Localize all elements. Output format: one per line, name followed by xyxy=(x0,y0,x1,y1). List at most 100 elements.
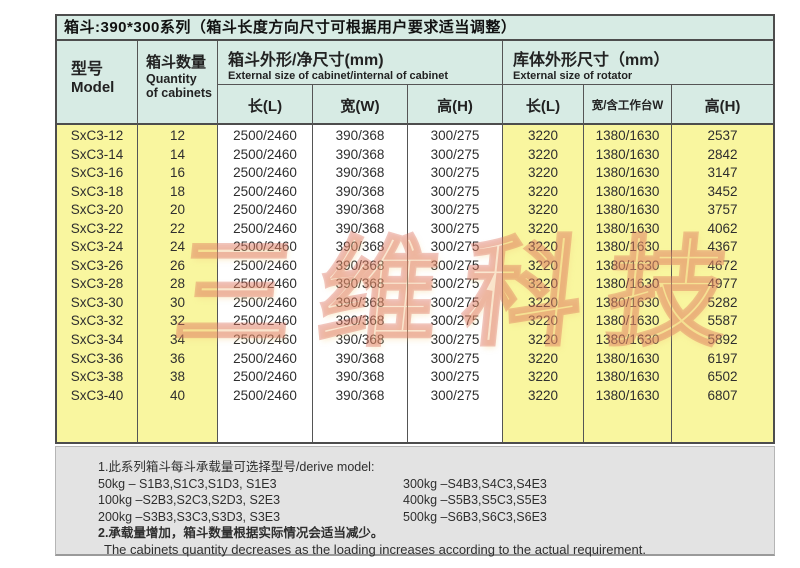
col-group-cabinet-size: 箱斗外形/净尺寸(mm) External size of cabinet/in… xyxy=(218,41,503,85)
table-cell-r_len: 3220 xyxy=(527,239,559,255)
table-cell-c_h: 300/275 xyxy=(430,276,480,292)
table-cell-r_w: 1380/1630 xyxy=(595,387,660,403)
table-cell-model: SxC3-36 xyxy=(70,350,124,366)
table-cell-c_h: 300/275 xyxy=(430,128,480,143)
note-option: 200kg –S3B3,S3C3,S3D3, S3E3 xyxy=(98,509,281,524)
table-cell-qty: 40 xyxy=(169,387,186,403)
col-header-rotator-height: 高(H) xyxy=(704,97,741,115)
table-cell-model: SxC3-32 xyxy=(70,313,124,329)
table-cell-r_h: 5282 xyxy=(707,294,738,310)
col-header-model: 型号 Model xyxy=(57,41,138,125)
table-cell-c_h: 300/275 xyxy=(430,313,480,329)
table-cell-c_w: 390/368 xyxy=(335,239,385,255)
table-cell-r_h: 6502 xyxy=(707,369,738,385)
table-cell-model: SxC3-14 xyxy=(70,146,124,162)
table-cell-r_w: 1380/1630 xyxy=(595,128,660,143)
table-cell-r_h: 6807 xyxy=(707,387,738,403)
table-cell-c_len: 2500/2460 xyxy=(233,128,297,143)
table-cell-c_len: 2500/2460 xyxy=(233,332,297,348)
column-rotator-length: 3220 3220 3220 3220 3220 3220 3220 3220 3220 3220… xyxy=(503,125,584,442)
table-cell-c_len: 2500/2460 xyxy=(233,276,297,292)
column-cabinet-width: 390/368 390/368 390/368 390/368 390/368 390/3… xyxy=(313,125,408,442)
table-cell-r_h: 6197 xyxy=(707,350,738,366)
col-group-cabinet-size-en: External size of cabinet/internal of cab… xyxy=(228,70,449,82)
table-cell-c_w: 390/368 xyxy=(335,128,385,143)
table-cell-qty: 20 xyxy=(169,202,186,218)
table-cell-r_w: 1380/1630 xyxy=(595,294,660,310)
table-cell-model: SxC3-34 xyxy=(70,332,124,348)
table-cell-c_len: 2500/2460 xyxy=(233,387,297,403)
table-cell-c_w: 390/368 xyxy=(335,350,385,366)
column-model: SxC3-12 SxC3-14 SxC3-16 SxC3-18 SxC3-20 SxC3-… xyxy=(57,125,138,442)
note-line-2-en: The cabinets quantity decreases as the l… xyxy=(104,541,646,557)
table-cell-r_w: 1380/1630 xyxy=(595,313,660,329)
table-cell-r_w: 1380/1630 xyxy=(595,146,660,162)
table-cell-c_len: 2500/2460 xyxy=(233,146,297,162)
table-cell-qty: 22 xyxy=(169,220,186,236)
table-cell-r_w: 1380/1630 xyxy=(595,202,660,218)
table-cell-r_w: 1380/1630 xyxy=(595,332,660,348)
table-cell-c_h: 300/275 xyxy=(430,257,480,273)
col-header-cabinet-width: 宽(W) xyxy=(313,85,408,125)
table-cell-r_w: 1380/1630 xyxy=(595,183,660,199)
table-cell-r_h: 3452 xyxy=(707,183,738,199)
note-option: 300kg –S4B3,S4C3,S4E3 xyxy=(403,476,547,491)
table-cell-r_len: 3220 xyxy=(527,128,559,143)
table-cell-qty: 26 xyxy=(169,257,186,273)
table-cell-qty: 38 xyxy=(169,369,186,385)
table-cell-r_h: 4367 xyxy=(707,239,738,255)
spec-table: 箱斗:390*300系列（箱斗长度方向尺寸可根据用户要求适当调整） 型号 Mod… xyxy=(55,14,775,444)
table-cell-c_w: 390/368 xyxy=(335,220,385,236)
table-cell-c_h: 300/275 xyxy=(430,165,480,181)
table-cell-r_h: 2842 xyxy=(707,146,738,162)
table-cell-c_len: 2500/2460 xyxy=(233,257,297,273)
table-cell-qty: 34 xyxy=(169,332,186,348)
table-title: 箱斗:390*300系列（箱斗长度方向尺寸可根据用户要求适当调整） xyxy=(57,16,773,41)
note-line-1: 1.此系列箱斗每斗承载量可选择型号/derive model: xyxy=(98,460,375,474)
col-header-rotator-width: 宽/含工作台W xyxy=(584,85,672,125)
table-cell-r_w: 1380/1630 xyxy=(595,276,660,292)
table-cell-model: SxC3-22 xyxy=(70,220,124,236)
table-cell-r_h: 3757 xyxy=(707,202,738,218)
table-cell-qty: 32 xyxy=(169,313,186,329)
table-cell-c_h: 300/275 xyxy=(430,294,480,310)
col-header-quantity-en1: Quantity xyxy=(146,72,197,86)
table-cell-qty: 12 xyxy=(169,128,186,143)
table-cell-r_len: 3220 xyxy=(527,313,559,329)
col-header-model-en: Model xyxy=(71,79,115,96)
table-cell-model: SxC3-24 xyxy=(70,239,124,255)
table-cell-c_w: 390/368 xyxy=(335,276,385,292)
column-cabinet-height: 300/275 300/275 300/275 300/275 300/275 300/2… xyxy=(408,125,503,442)
table-cell-r_len: 3220 xyxy=(527,387,559,403)
table-cell-r_w: 1380/1630 xyxy=(595,165,660,181)
table-cell-c_len: 2500/2460 xyxy=(233,220,297,236)
table-cell-model: SxC3-16 xyxy=(70,165,124,181)
table-cell-c_len: 2500/2460 xyxy=(233,202,297,218)
table-cell-r_w: 1380/1630 xyxy=(595,239,660,255)
note-model-options: 50kg – S1B3,S1C3,S1D3, S1E3 100kg –S2B3,… xyxy=(98,476,774,526)
table-cell-r_len: 3220 xyxy=(527,146,559,162)
table-cell-c_h: 300/275 xyxy=(430,220,480,236)
table-body: SxC3-12 SxC3-14 SxC3-16 SxC3-18 SxC3-20 SxC3-… xyxy=(57,125,773,442)
note-line-2-zh: 2.承载量增加，箱斗数量根据实际情况会适当减少。 xyxy=(98,526,384,540)
table-cell-model: SxC3-38 xyxy=(70,369,124,385)
col-header-cabinet-length: 长(L) xyxy=(218,85,313,125)
table-cell-c_w: 390/368 xyxy=(335,294,385,310)
table-cell-c_h: 300/275 xyxy=(430,239,480,255)
col-group-rotator-size-en: External size of rotator xyxy=(513,70,633,82)
table-cell-model: SxC3-28 xyxy=(70,276,124,292)
table-cell-r_h: 4062 xyxy=(707,220,738,236)
table-cell-model: SxC3-20 xyxy=(70,202,124,218)
note-option: 100kg –S2B3,S2C3,S2D3, S2E3 xyxy=(98,493,281,507)
table-cell-r_len: 3220 xyxy=(527,276,559,292)
table-cell-model: SxC3-26 xyxy=(70,257,124,273)
table-cell-qty: 30 xyxy=(169,294,186,310)
table-header: 型号 Model 箱斗数量 Quantity of cabinets 箱斗外形/… xyxy=(57,41,773,125)
note-option: 50kg – S1B3,S1C3,S1D3, S1E3 xyxy=(98,476,277,491)
col-group-rotator-size: 库体外形尺寸（mm） External size of rotator xyxy=(503,41,773,85)
column-rotator-height: 2537 2842 3147 3452 3757 4062 4367 4672 4977 5282… xyxy=(672,125,773,442)
col-header-model-zh: 型号 xyxy=(71,61,104,78)
table-cell-qty: 36 xyxy=(169,350,186,366)
table-cell-r_w: 1380/1630 xyxy=(595,350,660,366)
